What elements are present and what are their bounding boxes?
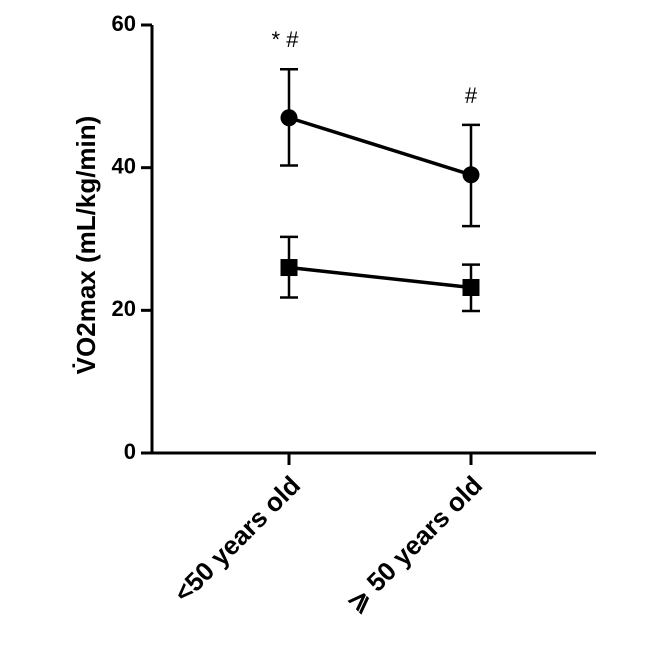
significance-annotation: * # [272, 27, 300, 52]
y-tick-label: 40 [112, 153, 136, 178]
significance-annotation: # [465, 83, 478, 108]
y-tick-label: 60 [112, 11, 136, 36]
series-line [288, 116, 472, 177]
data-point-square [462, 279, 480, 297]
data-point-circle [462, 166, 480, 184]
x-axis: <50 years old ⩾ 50 years old [152, 451, 596, 618]
y-axis: 0 20 40 60 V̇O2max (mL/kg/min) [71, 11, 154, 464]
data-point-square [280, 259, 298, 277]
y-axis-title: V̇O2max (mL/kg/min) [71, 116, 101, 375]
data-point-circle [280, 109, 298, 127]
x-category-label: ⩾ 50 years old [340, 470, 488, 618]
series-circle: * # # [272, 27, 480, 228]
y-tick-label: 0 [124, 439, 136, 464]
x-category-label: <50 years old [168, 470, 306, 608]
series-line [288, 265, 472, 290]
y-tick-label: 20 [112, 296, 136, 321]
y-ticks: 0 20 40 60 [112, 11, 152, 464]
x-ticks: <50 years old ⩾ 50 years old [168, 453, 488, 618]
series-square [280, 235, 480, 313]
data-series: * # # [272, 27, 480, 313]
